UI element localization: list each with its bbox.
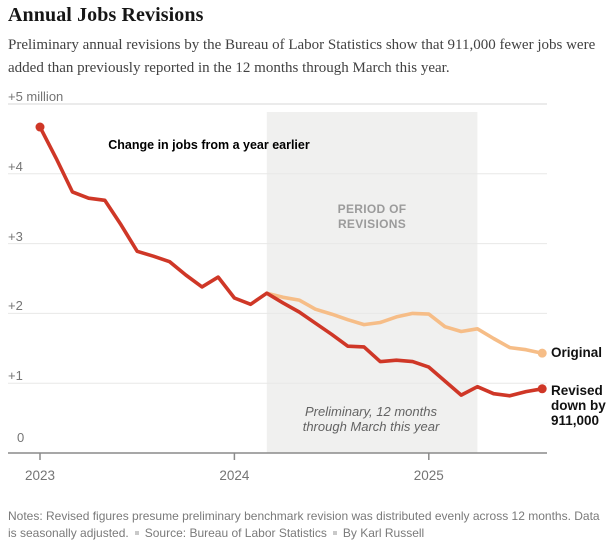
y-axis-tick-label: 0 xyxy=(17,430,25,445)
y-axis-tick-label: +4 xyxy=(8,158,23,174)
y-axis-tick-label: +2 xyxy=(8,298,23,314)
revised-end-dot xyxy=(537,384,547,394)
chart-footer: Notes: Revised figures presume prelimina… xyxy=(8,508,604,542)
preliminary-note: Preliminary, 12 months through March thi… xyxy=(302,404,440,434)
chart-subtitle: Preliminary annual revisions by the Bure… xyxy=(8,37,596,77)
original-line xyxy=(264,291,545,356)
y-axis-tick-label: +3 xyxy=(8,228,23,244)
bullet-separator-icon xyxy=(134,531,139,535)
jobs-line-chart: Change in jobs from a year earlier PERIO… xyxy=(0,89,609,492)
revision-period-band xyxy=(266,112,478,453)
x-axis-tick-label: 2023 xyxy=(24,468,56,483)
revised-start-dot xyxy=(35,122,45,132)
bullet-separator-icon xyxy=(332,531,337,535)
notes-text: Notes: Revised figures presume prelimina… xyxy=(8,509,600,540)
revised-line xyxy=(38,125,545,398)
series-annotation: Change in jobs from a year earlier xyxy=(108,138,310,152)
byline-text: By Karl Russell xyxy=(342,526,425,540)
source-text: Source: Bureau of Labor Statistics xyxy=(144,526,327,540)
x-axis-tick-label: 2025 xyxy=(413,468,444,483)
chart-canvas-svg xyxy=(8,103,547,460)
y-axis-tick-label: +1 xyxy=(8,368,23,384)
legend-label-revised: Revised down by 911,000 xyxy=(551,383,606,428)
y-axis-tick-label: +5 million xyxy=(8,89,64,104)
chart-header: Annual Jobs Revisions Preliminary annual… xyxy=(8,4,604,81)
legend-label-original: Original xyxy=(551,345,603,360)
revision-band-label: PERIOD OF REVISIONS xyxy=(337,202,407,231)
x-axis-tick-label: 2024 xyxy=(219,468,250,483)
page-title: Annual Jobs Revisions xyxy=(8,4,204,26)
original-end-dot xyxy=(537,348,547,358)
